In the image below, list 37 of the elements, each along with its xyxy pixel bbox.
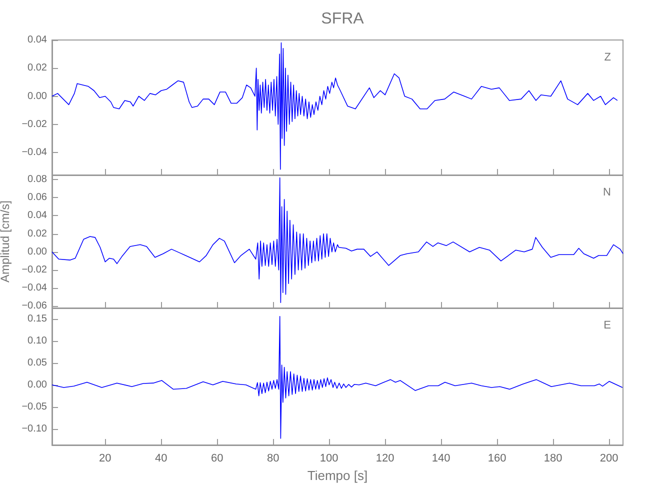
- x-tick-label: 140: [432, 452, 450, 464]
- annotation: E: [604, 320, 612, 332]
- chart-title: SFRA: [321, 10, 364, 28]
- y-tick-label: 0.02: [28, 62, 48, 74]
- y-tick-label: 0.08: [28, 174, 48, 186]
- x-tick-label: 180: [544, 452, 562, 464]
- y-tick-label: −0.04: [22, 147, 48, 158]
- annotation: N: [603, 186, 612, 198]
- y-tick-label: 0.10: [28, 335, 48, 346]
- y-tick-label: −0.02: [22, 264, 48, 276]
- y-tick-label: −0.02: [22, 118, 48, 130]
- line-series: [52, 42, 618, 170]
- x-tick-label: 20: [99, 452, 112, 464]
- y-tick-label: 0.06: [28, 192, 48, 204]
- line-series: [52, 316, 623, 439]
- y-tick-label: −0.04: [22, 282, 48, 294]
- x-tick-label: 100: [320, 452, 338, 464]
- x-tick-label: 160: [488, 452, 506, 464]
- x-axis-title: Tiempo [s]: [307, 468, 368, 483]
- y-tick-label: 0.15: [28, 313, 48, 324]
- x-tick-label: 200: [600, 452, 618, 464]
- y-tick-label: 0.05: [28, 357, 48, 368]
- y-axis-title: Amplitud [cm/s]: [0, 200, 12, 283]
- x-tick-label: 120: [376, 452, 394, 464]
- y-tick-label: 0.00: [28, 90, 48, 102]
- x-tick-label: 80: [266, 452, 280, 464]
- y-tick-label: 0.00: [28, 379, 48, 390]
- x-tick-label: 60: [211, 452, 224, 464]
- y-tick-label: 0.02: [28, 228, 48, 240]
- y-tick-label: 0.04: [28, 34, 48, 46]
- y-tick-label: −0.05: [22, 401, 48, 412]
- y-tick-label: −0.06: [22, 300, 48, 312]
- y-tick-label: 0.04: [28, 210, 48, 222]
- annotation: Z: [604, 52, 612, 64]
- y-tick-label: −0.10: [22, 423, 48, 434]
- x-tick-label: 40: [155, 452, 168, 464]
- y-tick-label: 0.00: [28, 246, 48, 258]
